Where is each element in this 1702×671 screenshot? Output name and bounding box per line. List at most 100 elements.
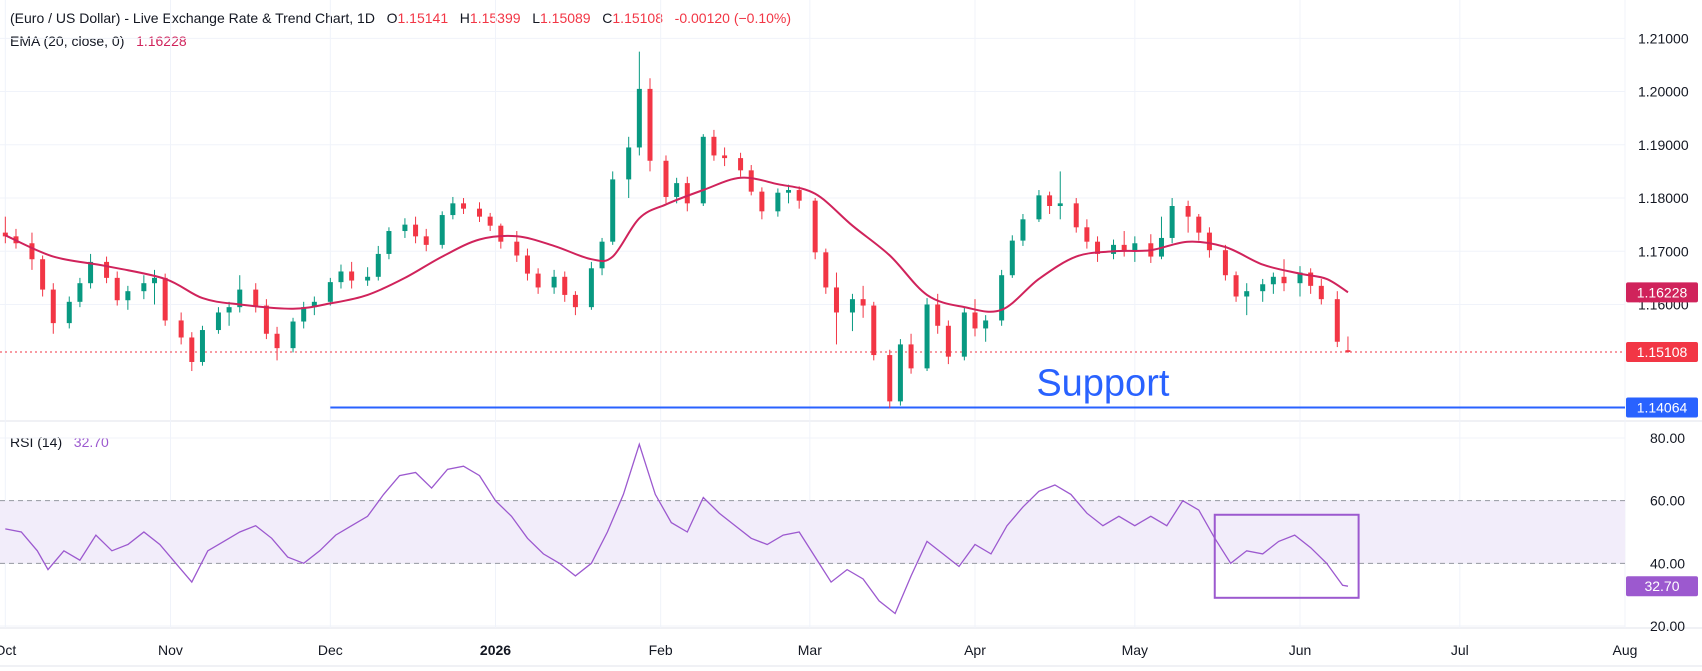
candle-body [487,216,493,226]
time-axis[interactable]: Oct Nov Dec 2026 Feb Mar Apr May Jun Jul Aug [0,642,1637,658]
low-label: L [532,10,540,26]
candle-body [945,325,951,357]
time-tick-label: Aug [1613,642,1638,658]
candle-body [983,320,989,329]
candle-body [104,261,110,278]
candle-body [226,307,232,313]
candle-body [253,289,259,306]
candle-body [935,304,941,326]
price-badge-bg [1626,282,1698,303]
candle-body [663,160,669,197]
price-badge-bg [1626,397,1698,418]
candle-body [301,307,307,322]
candle-body [924,304,930,369]
candle-body [588,268,594,308]
price-axis[interactable]: 1.210001.200001.190001.180001.170001.160… [1638,30,1689,634]
rsi-highlight-rect [1213,513,1360,599]
candle-body [684,183,690,204]
close-label: C [602,10,613,26]
candle-body [413,224,419,237]
candle-body [263,305,269,334]
candle-body [88,261,94,284]
time-tick-label: Jul [1451,642,1469,658]
candle-body [1244,291,1250,297]
candle-body [796,190,802,201]
time-tick-label: Mar [798,642,822,658]
candle-body [897,344,903,402]
support-line[interactable] [0,351,1625,409]
candle-body [402,224,408,232]
ema-legend-label: EMA (20, close, 0) [10,33,125,49]
change-value: -0.00120 (−0.10%) [674,10,792,26]
candle-body [1334,299,1340,342]
candle-body [1121,244,1127,251]
candle-body [327,282,333,302]
candle-body [700,136,706,204]
price-tick-label: 1.18000 [1638,190,1689,206]
candle-body [66,301,72,324]
ema-legend-value: 1.16228 [136,33,187,49]
candle-body [1222,250,1228,276]
candle-body [626,147,632,180]
candle-body [1132,243,1138,251]
candle-body [461,203,467,209]
low-value: 1.15089 [539,10,591,26]
candle-body [178,320,184,338]
candle-body [908,344,914,369]
price-tick-label: 1.20000 [1638,84,1689,100]
ema-line [4,176,1349,313]
candle-body [290,321,296,349]
candle-body [423,236,429,245]
candle-body [961,312,967,357]
candle-body [535,273,541,288]
candle-body [1260,284,1266,292]
candle-body [1233,275,1239,297]
time-tick-label: Jun [1289,642,1312,658]
candle-body [237,289,243,308]
candle-body [1057,203,1063,207]
price-tick-label: 1.21000 [1638,30,1689,46]
candle-body [1036,195,1042,220]
chart-header: (Euro / US Dollar) - Live Exchange Rate … [10,10,791,26]
candle-body [551,276,557,288]
candle-body [215,312,221,331]
annotations: Support [1036,363,1170,405]
time-tick-label: May [1122,642,1148,658]
time-tick-label: Oct [0,642,16,658]
candle-body [2,232,8,237]
candle-body [860,299,866,306]
candle-body [514,241,520,256]
candle-body [1047,195,1053,207]
time-tick-label: Nov [158,642,183,658]
candle-body [439,215,445,245]
time-tick-label: Apr [964,642,986,658]
close-value: 1.15108 [612,10,663,26]
rsi-badge-text: 32.70 [1644,578,1679,594]
candle-body [114,277,120,301]
candle-body [77,283,83,302]
candle-body [722,155,728,159]
candle-body [748,170,754,192]
candle-body [562,276,568,295]
candle-body [647,88,653,161]
time-tick-label: 2026 [480,642,511,658]
time-tick-label: Dec [318,642,343,658]
candle-body [141,283,147,292]
candle-body [152,277,158,284]
candle-body [1196,216,1202,233]
candle-body [1185,206,1191,217]
candle-body [189,337,195,362]
time-tick-label: Feb [649,642,673,658]
candle-body [999,275,1005,321]
candle-body [1206,232,1212,251]
open-value: 1.15141 [397,10,449,26]
price-tick-label: 1.17000 [1638,243,1689,259]
candle-body [477,208,483,217]
candle-body [775,192,781,212]
candle-body [1009,240,1015,276]
candle-body [759,191,765,212]
candle-body [812,200,818,253]
price-badge-text: 1.16228 [1637,284,1688,300]
